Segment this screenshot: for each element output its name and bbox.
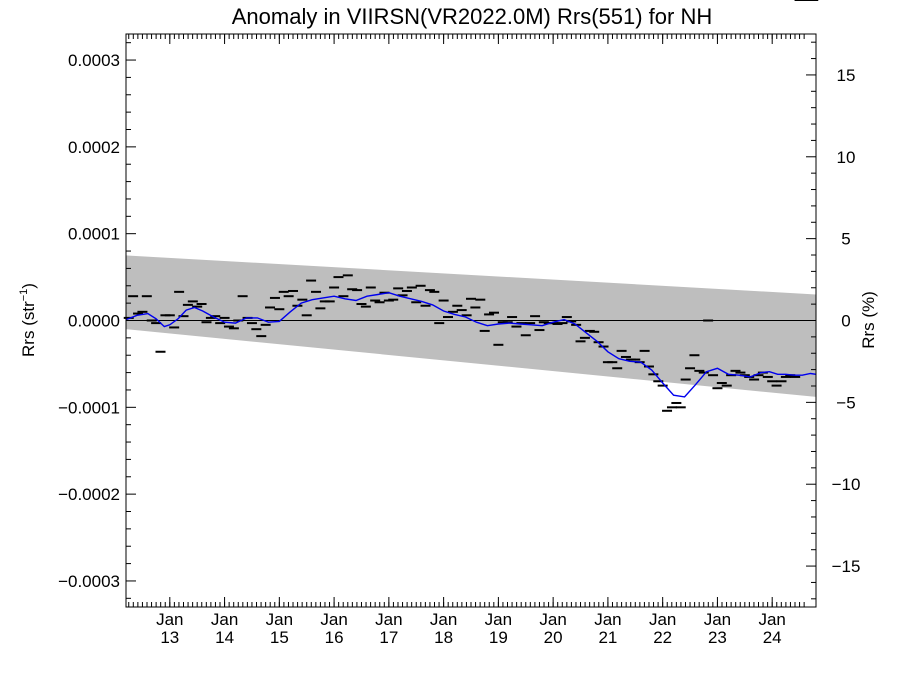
x-tick-label-year: 19: [489, 628, 508, 647]
x-tick-label-year: 13: [160, 628, 179, 647]
right-tick-label: −5: [836, 393, 855, 412]
x-tick-label-month: Jan: [156, 610, 183, 629]
left-tick-label: 0.0003: [68, 51, 120, 70]
x-tick-label-year: 17: [379, 628, 398, 647]
right-tick-label: 15: [837, 66, 856, 85]
right-tick-label: 0: [841, 312, 850, 331]
right-tick-label: 10: [837, 148, 856, 167]
x-tick-label-month: Jan: [539, 610, 566, 629]
x-tick-label-month: Jan: [375, 610, 402, 629]
x-tick-label-month: Jan: [649, 610, 676, 629]
right-tick-label: −15: [832, 557, 861, 576]
x-tick-label-month: Jan: [266, 610, 293, 629]
x-tick-label-year: 24: [763, 628, 782, 647]
left-y-axis: 0.0003 0.0002 0.0001 0.0000 −0.0001 −0.0002 −0…: [58, 42, 136, 599]
right-y-axis: 15 10 5 0 −5 −10 −15: [806, 41, 861, 600]
x-tick-label-year: 15: [270, 628, 289, 647]
x-tick-label-year: 14: [215, 628, 234, 647]
x-tick-label-year: 22: [653, 628, 672, 647]
x-tick-label-month: Jan: [485, 610, 512, 629]
x-tick-label-year: 16: [325, 628, 344, 647]
chart-title: Anomaly in VIIRSN(VR2022.0M) Rrs(551) fo…: [232, 4, 712, 29]
smoothed-series-line: [125, 291, 817, 398]
right-tick-label: −10: [832, 475, 861, 494]
smoothed-series-layer: [125, 291, 817, 398]
x-tick-label-year: 20: [544, 628, 563, 647]
left-y-axis-label: Rrs (str−1): [18, 283, 38, 357]
left-tick-label: −0.0001: [58, 398, 120, 417]
left-tick-label: −0.0002: [58, 485, 120, 504]
left-tick-label: 0.0002: [68, 138, 120, 157]
left-tick-label: −0.0003: [58, 572, 120, 591]
x-tick-label-year: 18: [434, 628, 453, 647]
x-tick-label-month: Jan: [211, 610, 238, 629]
x-tick-label-month: Jan: [594, 610, 621, 629]
left-tick-label: 0.0001: [68, 225, 120, 244]
right-tick-label: 5: [841, 230, 850, 249]
left-tick-label: 0.0000: [68, 312, 120, 331]
x-tick-label-month: Jan: [430, 610, 457, 629]
left-y-axis-label-superscript: −1: [18, 289, 30, 302]
x-tick-label-month: Jan: [758, 610, 785, 629]
left-y-axis-label-main: Rrs (str: [19, 301, 38, 357]
x-tick-label-month: Jan: [704, 610, 731, 629]
x-tick-label-year: 21: [598, 628, 617, 647]
right-y-axis-label: Rrs (%): [859, 291, 878, 349]
x-axis: Jan13Jan14Jan15Jan16Jan17Jan18Jan19Jan20…: [128, 34, 805, 647]
left-y-axis-label-close: ): [19, 283, 38, 289]
x-tick-label-month: Jan: [320, 610, 347, 629]
x-tick-label-year: 23: [708, 628, 727, 647]
plot-area: [123, 0, 819, 608]
